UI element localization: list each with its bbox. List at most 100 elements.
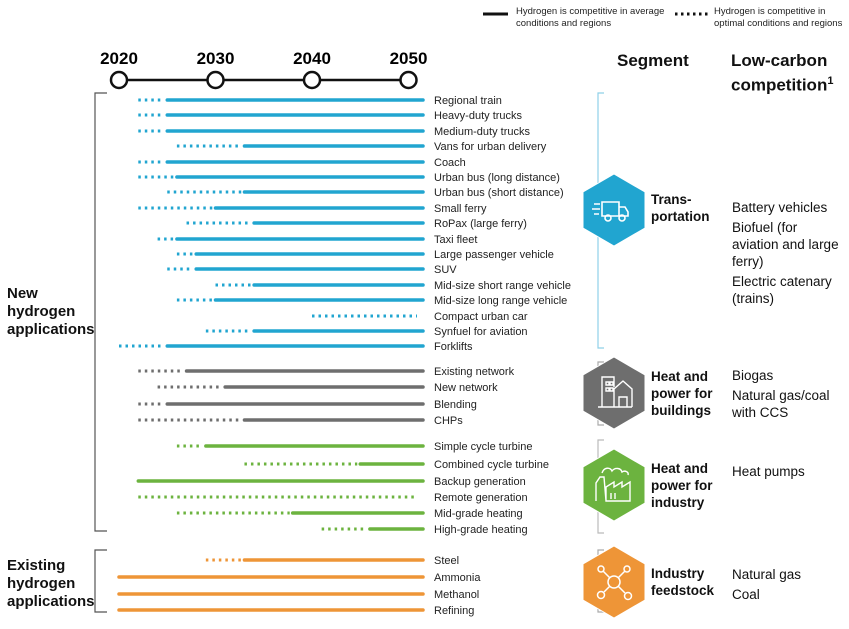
year-label: 2030 [197,49,235,68]
row-label: Small ferry [434,203,487,215]
row-methanol: Methanol [117,589,479,601]
row-urban-bus-long-distance-: Urban bus (long distance) [138,172,560,184]
row-label: New network [434,382,498,394]
year-label: 2020 [100,49,138,68]
building-icon [598,376,633,408]
year-label: 2050 [390,49,428,68]
row-label: Mid-grade heating [434,508,523,520]
row-label: High-grade heating [434,524,528,536]
brackets [94,92,107,613]
row-remote-generation: Remote generation [138,492,528,504]
segment-label-line: Heat and [651,368,709,384]
group-label-existing: Existing hydrogen applications [7,557,95,610]
row-mid-size-short-range-vehicle: Mid-size short range vehicle [215,280,571,292]
row-label: Taxi fleet [434,234,477,246]
row-high-grade-heating: High-grade heating [321,524,528,536]
row-label: SUV [434,264,457,276]
row-simple-cycle-turbine: Simple cycle turbine [176,441,532,453]
row-label: Combined cycle turbine [434,459,549,471]
segment-hexagon [582,545,646,619]
new-applications-bracket [94,92,107,532]
row-label: Steel [434,555,459,567]
row-label: Backup generation [434,476,526,488]
legend-solid-label: Hydrogen is competitive in average condi… [516,6,665,29]
segments [582,92,646,619]
row-label: Mid-size long range vehicle [434,295,567,307]
row-combined-cycle-turbine: Combined cycle turbine [244,459,549,471]
row-vans-for-urban-delivery: Vans for urban delivery [176,141,547,153]
segment-label-line: industry [651,494,705,510]
row-forklifts: Forklifts [119,341,473,353]
timeline-node [399,70,418,90]
row-compact-urban-car: Compact urban car [312,311,528,323]
row-label: Urban bus (short distance) [434,187,564,199]
row-label: Mid-size short range vehicle [434,280,571,292]
row-label: Simple cycle turbine [434,441,532,453]
segment-label-line: feedstock [651,583,715,598]
segment-label: Industry feedstock [651,565,714,599]
segment-label: Trans-portation [651,191,710,225]
row-label: Existing network [434,366,515,378]
row-label: Remote generation [434,492,528,504]
competition-list: Natural gas Coal [732,566,847,606]
row-new-network: New network [157,382,498,394]
truck-icon [592,201,629,222]
segment-label-line: power for [651,385,713,401]
row-label: Large passenger vehicle [434,249,554,261]
competition-list: Battery vehicles Biofuel (for aviation an… [732,199,847,310]
row-label: RoPax (large ferry) [434,218,527,230]
segment-label-line: portation [651,209,710,224]
segment-label-line: Trans- [651,192,692,207]
row-label: Urban bus (long distance) [434,172,560,184]
row-large-passenger-vehicle: Large passenger vehicle [176,249,554,261]
row-label: Ammonia [434,572,481,584]
row-label: Vans for urban delivery [434,141,547,153]
row-ammonia: Ammonia [117,572,481,584]
row-label: Heavy-duty trucks [434,110,523,122]
row-label: Medium-duty trucks [434,126,530,138]
timeline-node [302,70,322,90]
segment-label: Heat and power for industry [651,460,713,511]
row-existing-network: Existing network [138,366,515,378]
row-label: Blending [434,399,477,411]
timeline-node [206,70,225,90]
row-synfuel-for-aviation: Synfuel for aviation [205,326,528,338]
segment-label: Heat and power for buildings [651,368,713,419]
row-refining: Refining [117,605,474,617]
competition-item: Heat pumps [732,464,805,479]
row-label: Refining [434,605,474,617]
year-label: 2040 [293,49,331,68]
row-label: Compact urban car [434,311,528,323]
segment-header: Segment [617,51,689,70]
existing-applications-bracket [94,549,107,613]
competition-list: Heat pumps [732,463,847,483]
row-mid-size-long-range-vehicle: Mid-size long range vehicle [176,295,567,307]
row-label: Synfuel for aviation [434,326,528,338]
molecule-icon [596,565,633,601]
group-label-new: New hydrogen applications [7,285,95,338]
row-ropax-large-ferry-: RoPax (large ferry) [186,218,527,230]
row-suv: SUV [167,264,457,276]
application-rows: Regional train Heavy-duty trucks Medium-du… [117,95,571,617]
row-mid-grade-heating: Mid-grade heating [176,508,523,520]
competition-item: Battery vehicles [732,200,828,215]
row-steel: Steel [205,555,459,567]
competition-item: Electric catenary (trains) [732,274,832,306]
row-heavy-duty-trucks: Heavy-duty trucks [138,110,523,122]
segment-label-line: Industry [651,566,705,581]
segment-label-line: buildings [651,402,711,418]
competition-list: Biogas Natural gas/coal with CCS [732,367,847,424]
legend-dotted-label: Hydrogen is competitive in optimal condi… [714,6,843,29]
row-taxi-fleet: Taxi fleet [157,234,477,246]
row-backup-generation: Backup generation [136,476,526,488]
segment-label-line: Heat and [651,460,709,476]
timeline-node [109,70,129,90]
timeline-axis: 2020 2030 2040 2050 [100,49,428,90]
segment-hexagon [582,173,646,247]
row-label: CHPs [434,415,463,427]
competition-item: Natural gas/coal with CCS [732,388,830,420]
competition-item: Biofuel (for aviation and large ferry) [732,220,839,269]
row-label: Coach [434,157,466,169]
row-chps: CHPs [138,415,463,427]
